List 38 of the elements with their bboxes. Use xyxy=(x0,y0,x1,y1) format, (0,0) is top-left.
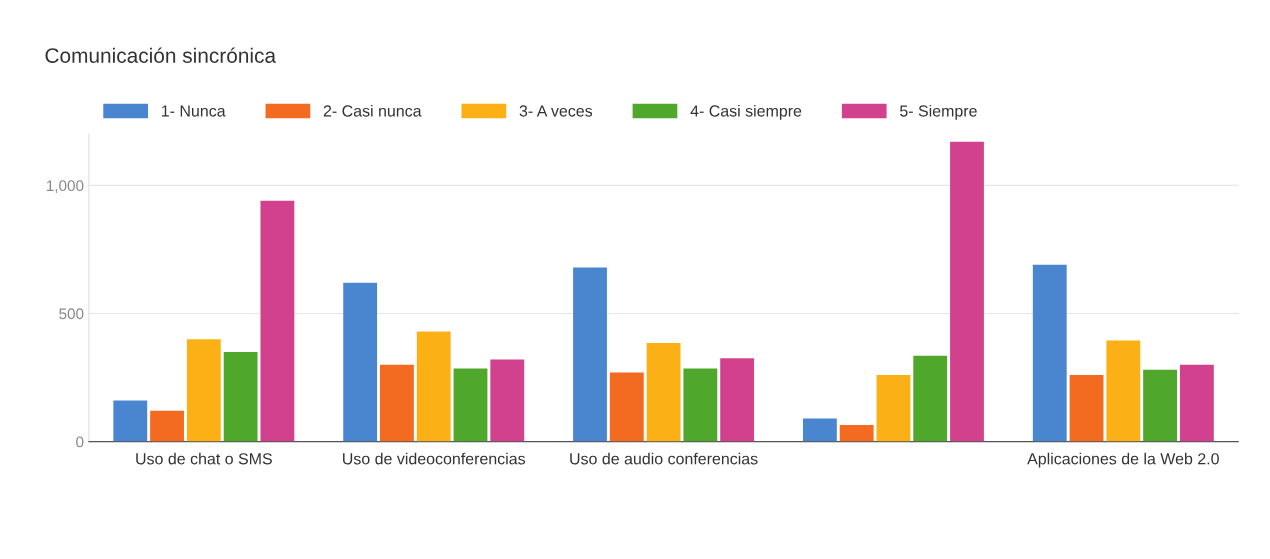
bar xyxy=(683,368,718,442)
bar xyxy=(416,331,451,442)
bar xyxy=(223,351,258,442)
chart-title: Comunicación sincrónica xyxy=(45,47,277,63)
bar xyxy=(380,364,414,442)
bar xyxy=(186,339,221,442)
bar xyxy=(343,282,378,442)
x-tick-label: Uso de videoconferencias xyxy=(343,452,526,465)
y-tick-label: 500 xyxy=(59,308,84,320)
legend-label: 2- Casi nunca xyxy=(323,104,422,117)
bar xyxy=(839,424,874,442)
bar xyxy=(260,200,295,442)
bar xyxy=(573,267,607,442)
bar xyxy=(609,372,644,442)
y-tick-label: 0 xyxy=(76,436,84,448)
bar xyxy=(1106,340,1141,442)
legend-label: 3- A veces xyxy=(519,105,593,117)
x-tick-label: Uso de audio conferencias xyxy=(570,452,758,465)
bar xyxy=(646,342,681,442)
legend-label: 5- Siempre xyxy=(900,104,977,120)
bar xyxy=(1179,364,1214,442)
bar xyxy=(113,400,148,442)
x-tick-label: Aplicaciones de la Web 2.0 xyxy=(1027,452,1219,468)
bar xyxy=(950,141,984,442)
bar xyxy=(1032,264,1067,442)
bar xyxy=(720,358,755,442)
y-tick-label: 1,000 xyxy=(46,180,84,193)
bar xyxy=(913,355,948,442)
legend-label: 4- Casi siempre xyxy=(690,104,802,120)
bar xyxy=(150,410,184,442)
x-tick-label: Uso de chat o SMS xyxy=(136,452,272,465)
bar xyxy=(802,418,837,442)
bar xyxy=(453,368,488,442)
bar xyxy=(1069,375,1104,442)
legend-label: 1- Nunca xyxy=(161,105,226,117)
bar xyxy=(1143,369,1178,442)
bar xyxy=(876,375,911,442)
bar xyxy=(490,359,525,442)
